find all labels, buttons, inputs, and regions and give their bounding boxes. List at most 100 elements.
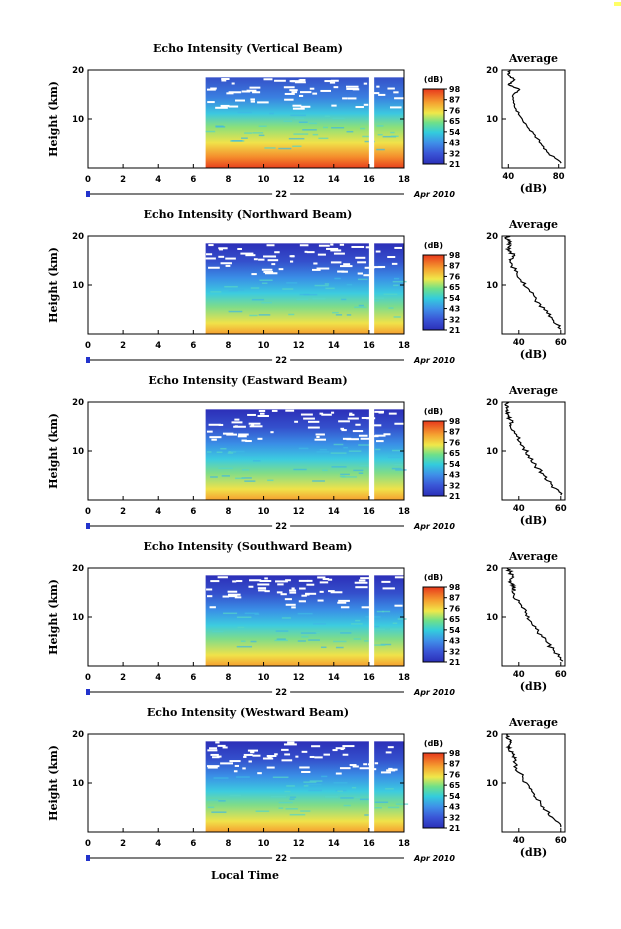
x-tick-label: 2 (120, 175, 126, 185)
heatmap-missing-cell (234, 764, 240, 767)
inset-x-tick-label: 60 (555, 504, 567, 514)
inset-x-tick-label: 60 (555, 836, 567, 846)
colorbar-tick-label: 21 (449, 326, 461, 335)
x-tick-label: 16 (363, 839, 375, 849)
data-gap (368, 70, 375, 168)
x-tick-label: 8 (225, 839, 231, 849)
heatmap-streak (255, 810, 270, 812)
heatmap-streak (292, 145, 302, 148)
heatmap-missing-cell (372, 266, 383, 269)
x-tick-label: 8 (225, 507, 231, 517)
heatmap-streak (215, 125, 224, 127)
heatmap-missing-cell (312, 92, 318, 95)
heatmap-missing-cell (394, 422, 407, 425)
heatmap-streak (210, 476, 218, 478)
date-marker (86, 357, 90, 363)
x-tick-label: 10 (258, 175, 270, 185)
heatmap-missing-cell (321, 413, 332, 416)
y-tick-label: 20 (72, 66, 84, 76)
heatmap-missing-cell (330, 243, 334, 246)
heatmap-missing-cell (299, 587, 306, 590)
heatmap-missing-cell (227, 593, 241, 596)
heatmap-missing-cell (222, 746, 228, 749)
inset-frame (501, 235, 566, 335)
x-axis-label: Local Time (211, 869, 279, 882)
heatmap-streak (390, 135, 399, 138)
heatmap-missing-cell (245, 254, 256, 257)
heatmap-streak (241, 477, 252, 479)
heatmap-missing-cell (210, 87, 217, 90)
heatmap-missing-cell (220, 762, 234, 765)
y-tick-label: 10 (72, 613, 84, 623)
heatmap-missing-cell (278, 268, 284, 271)
heatmap-streak (237, 111, 252, 114)
heatmap-streak (288, 313, 295, 316)
heatmap-missing-cell (308, 420, 320, 423)
date-label-bg (272, 189, 291, 199)
heatmap-missing-cell (391, 262, 398, 265)
date-day: 22 (275, 522, 287, 532)
heatmap-missing-cell (375, 250, 381, 253)
x-tick-label: 14 (328, 341, 340, 351)
x-tick-label: 4 (155, 839, 161, 849)
heatmap-missing-cell (338, 420, 350, 423)
heatmap-missing-cell (263, 255, 276, 258)
heatmap-missing-cell (225, 264, 231, 267)
heatmap-missing-cell (207, 101, 215, 104)
heatmap-missing-cell (376, 85, 380, 88)
heatmap-streak (364, 814, 369, 816)
heatmap-streak (267, 479, 274, 482)
data-gap (368, 402, 375, 500)
heatmap-missing-cell (365, 246, 371, 249)
inset-x-label: (dB) (520, 514, 547, 527)
heatmap-missing-cell (319, 581, 329, 584)
heatmap-streak (331, 466, 347, 468)
heatmap-missing-cell (226, 433, 238, 436)
y-axis-label: Height (km) (47, 745, 60, 821)
heatmap-streak (296, 298, 309, 301)
heatmap-missing-cell (327, 578, 333, 581)
heatmap-missing-cell (252, 754, 261, 757)
y-tick-label: 20 (72, 232, 84, 242)
heatmap-missing-cell (298, 94, 304, 97)
heatmap-missing-cell (249, 579, 262, 582)
heatmap-streak (241, 137, 248, 139)
heatmap-streak (332, 117, 345, 120)
heatmap-streak (397, 618, 407, 620)
inset-title: Average (508, 218, 558, 231)
heatmap-missing-cell (253, 258, 258, 261)
heatmap-missing-cell (330, 591, 343, 594)
heatmap-missing-cell (228, 595, 238, 598)
inset-profile-line (505, 733, 562, 828)
heatmap-streak (276, 638, 286, 640)
colorbar (422, 420, 445, 497)
inset-y-tick-label: 20 (486, 398, 498, 408)
heatmap-missing-cell (300, 413, 313, 416)
heatmap-missing-cell (226, 92, 234, 95)
heatmap-missing-cell (374, 434, 386, 437)
heatmap-streak (286, 785, 295, 787)
heatmap-streak (303, 293, 318, 296)
heatmap-missing-cell (257, 437, 263, 440)
heatmap-missing-cell (249, 425, 263, 428)
heatmap-streak (218, 467, 233, 470)
heatmap-streak (313, 623, 326, 625)
colorbar (422, 254, 445, 331)
heatmap-missing-cell (259, 412, 265, 415)
heatmap-streak (232, 289, 245, 291)
heatmap-missing-cell (222, 595, 229, 598)
heatmap-missing-cell (289, 255, 295, 258)
colorbar-tick-label: 65 (449, 615, 461, 624)
heatmap-missing-cell (330, 249, 342, 252)
colorbar-tick-label: 21 (449, 824, 461, 833)
inset-x-label: (dB) (520, 846, 547, 859)
heatmap-missing-cell (267, 259, 279, 262)
heatmap-missing-cell (349, 413, 355, 416)
heatmap-missing-cell (248, 760, 252, 763)
heatmap-missing-cell (385, 751, 392, 754)
colorbar-tick-label: 87 (449, 428, 460, 437)
x-tick-label: 8 (225, 175, 231, 185)
heatmap-streak (229, 794, 242, 797)
heatmap-missing-cell (335, 772, 342, 775)
heatmap-streak (341, 298, 347, 301)
